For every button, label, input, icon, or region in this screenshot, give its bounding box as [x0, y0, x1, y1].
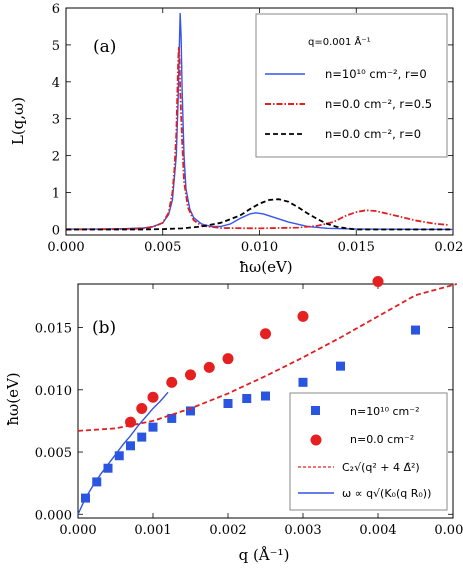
panel-a: 0.000 0.005 0.010 0.015 0.020 0 1 2 3 4 5 6 (a) L(q… — [9, 2, 463, 276]
series-2-line — [66, 198, 453, 231]
panel-a-series — [65, 12, 454, 231]
series-0-point — [167, 413, 177, 423]
x-tick-label: 0.004 — [359, 523, 396, 538]
series-0-point — [103, 463, 113, 473]
y-tick-label: 0 — [52, 223, 60, 238]
legend-a-label-1: n=0.0 cm⁻², r=0.5 — [325, 97, 432, 111]
series-3-line — [77, 391, 169, 515]
panel-b-label: (b) — [92, 318, 116, 338]
series-0-point — [336, 361, 345, 371]
x-tick-label: 0.000 — [47, 240, 84, 255]
series-0-point — [411, 325, 420, 335]
x-tick-label: 0.000 — [59, 523, 96, 538]
legend-b-label-0: n=10¹⁰ cm⁻² — [350, 405, 419, 418]
x-tick-label: 0.010 — [241, 240, 278, 255]
y-tick-label: 3 — [52, 113, 60, 128]
legend-b-label-3: ω ∝ q√(K₀(q R₀)) — [342, 487, 431, 500]
series-0-point — [186, 406, 195, 416]
y-tick-label: 4 — [52, 76, 60, 91]
series-1-point — [166, 376, 178, 388]
panel-b: 0.000 0.001 0.002 0.003 0.004 0.005 0.000 0.005… — [4, 276, 463, 564]
series-2-line — [77, 283, 457, 432]
panel-a-xlabel: ħω(eV) — [239, 258, 292, 276]
legend-a-label-2: n=0.0 cm⁻², r=0 — [325, 127, 421, 141]
series-1-point — [260, 328, 271, 340]
series-1-point — [136, 402, 148, 414]
series-1-point — [203, 361, 215, 373]
series-0-point — [261, 391, 270, 401]
y-tick-label: 0.000 — [35, 508, 72, 523]
series-0-point — [242, 394, 252, 404]
panel-a-legend-title: q=0.001 Å⁻¹ — [308, 35, 371, 48]
x-tick-label: 0.020 — [434, 240, 463, 255]
x-tick-label: 0.001 — [134, 523, 171, 538]
panel-b-ticks: 0.000 0.001 0.002 0.003 0.004 0.005 0.000 0.005… — [35, 284, 463, 538]
panel-b-series — [77, 276, 457, 515]
series-1-point — [125, 416, 136, 428]
y-tick-label: 0.005 — [35, 446, 72, 461]
legend-a-label-0: n=10¹⁰ cm⁻², r=0 — [325, 67, 427, 81]
x-tick-label: 0.005 — [144, 240, 181, 255]
legend-b-label-1: n=0.0 cm⁻² — [350, 433, 414, 446]
panel-a-ylabel: L(q,ω) — [9, 97, 27, 145]
series-0-point — [92, 477, 102, 487]
panel-a-legend: q=0.001 Å⁻¹ n=10¹⁰ cm⁻², r=0 n=0.0 cm⁻²,… — [255, 13, 448, 158]
x-tick-label: 0.015 — [338, 240, 375, 255]
x-tick-label: 0.003 — [284, 523, 321, 538]
panel-a-ticks: 0.000 0.005 0.010 0.015 0.020 0 1 2 3 4 5 6 — [47, 2, 463, 255]
panel-a-label: (a) — [93, 37, 116, 57]
series-1-point — [222, 353, 234, 365]
series-0-point — [298, 377, 308, 387]
series-0-point — [148, 422, 158, 432]
y-tick-label: 6 — [52, 2, 60, 17]
legend-b-swatch-1 — [310, 434, 322, 446]
series-0-point — [114, 451, 124, 461]
legend-b-label-2: C₂√(q² + 4 Δ̂²) — [342, 461, 420, 474]
panel-b-xlabel: q (Å⁻¹) — [239, 546, 290, 564]
series-1-point — [372, 276, 384, 288]
series-0-point — [126, 441, 135, 451]
series-0-point — [137, 432, 147, 442]
y-tick-label: 0.010 — [35, 384, 72, 399]
x-tick-label: 0.005 — [434, 523, 463, 538]
x-tick-label: 0.002 — [209, 523, 246, 538]
series-1-point — [147, 391, 159, 403]
panel-b-ylabel: ħω(eV) — [4, 372, 22, 425]
series-0-point — [223, 398, 233, 408]
series-1-point — [297, 310, 309, 322]
y-tick-label: 5 — [52, 39, 60, 54]
panel-a-legend-box — [255, 13, 448, 158]
legend-b-swatch-0 — [311, 406, 320, 415]
y-tick-label: 1 — [52, 187, 60, 202]
panel-b-frame — [77, 283, 454, 519]
y-tick-label: 2 — [52, 150, 60, 165]
series-0-line — [66, 12, 454, 231]
y-tick-label: 0.015 — [35, 322, 72, 337]
series-1-line — [65, 45, 450, 231]
panel-b-legend: n=10¹⁰ cm⁻² n=0.0 cm⁻² C₂√(q² + 4 Δ̂²) ω… — [289, 392, 448, 511]
series-1-point — [185, 369, 196, 381]
